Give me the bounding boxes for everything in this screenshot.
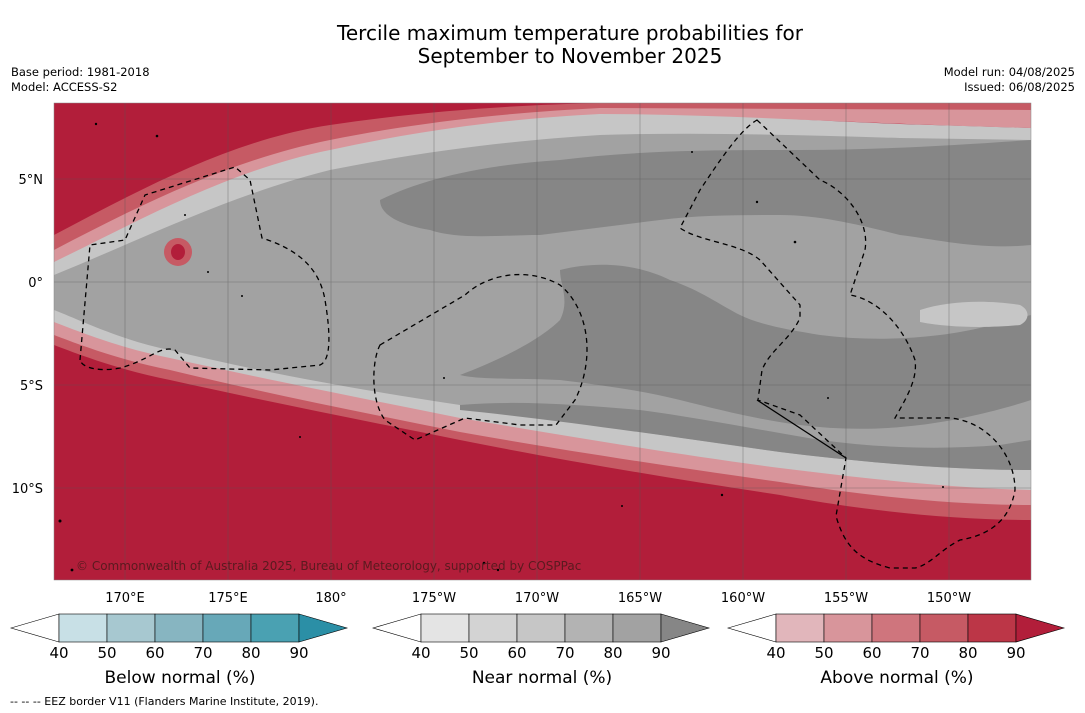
colorbar-tick-label: 50 [97, 644, 116, 662]
lat-label-5n: 5°N [19, 173, 44, 188]
colorbar-tick-label: 80 [241, 644, 260, 662]
colorbar-segment [468, 613, 518, 643]
colorbar-extend-low [9, 613, 60, 643]
eez-borders [79, 119, 1016, 569]
colorbar-tick-label: 80 [603, 644, 622, 662]
colorbar-extend-high [298, 613, 349, 643]
colorbar-tick-label: 60 [862, 644, 881, 662]
longitude-labels: 170°E 175°E 180° 175°W 170°W 165°W 160°W 155°W 1… [105, 591, 971, 606]
map-field: © Commonwealth of Australia 2025, Bureau… [54, 103, 1031, 580]
colorbar-tick-label: 60 [507, 644, 526, 662]
map-frame [53, 102, 1032, 581]
colorbar-extend-high [1015, 613, 1066, 643]
colorbar-segment [564, 613, 614, 643]
lon-label: 170°E [105, 591, 145, 606]
lon-label: 175°W [412, 591, 456, 606]
lon-label: 180° [315, 591, 346, 606]
colorbar-tick-label: 90 [651, 644, 670, 662]
colorbar-tick-label: 70 [193, 644, 212, 662]
colorbar-tick-label: 60 [145, 644, 164, 662]
colorbar-segment [775, 613, 825, 643]
islands [58, 122, 944, 572]
colorbar-segment [967, 613, 1017, 643]
colorbar-segment [250, 613, 300, 643]
colorbar-tick-label: 90 [1006, 644, 1025, 662]
title-line-2: September to November 2025 [417, 44, 723, 68]
colorbar-segment [202, 613, 252, 643]
chart-title: Tercile maximum temperature probabilitie… [0, 22, 1085, 68]
near-normal-dark-south [460, 402, 1031, 470]
lon-label: 150°W [927, 591, 971, 606]
base-period: Base period: 1981-2018 [11, 65, 150, 79]
footnote: -- -- -- EEZ border V11 (Flanders Marine… [10, 695, 319, 708]
colorbar-tick-label: 70 [555, 644, 574, 662]
colorbars: 40 50 60 70 80 90 40 50 60 70 80 90 40 50 60 70 80 90 [9, 613, 1066, 662]
lon-label: 160°W [721, 591, 765, 606]
colorbar-label-below: Below normal (%) [104, 668, 256, 688]
colorbar-tick-label: 80 [958, 644, 977, 662]
colorbar-tick-label: 50 [459, 644, 478, 662]
colorbar-segment [919, 613, 969, 643]
meta-left: Base period: 1981-2018 Model: ACCESS-S2 [11, 65, 150, 95]
colorbar-tick-label: 70 [910, 644, 929, 662]
colorbar-segment [420, 613, 470, 643]
colorbar-tick-label: 40 [49, 644, 68, 662]
colorbar-segment [516, 613, 566, 643]
colorbar-segment [58, 613, 108, 643]
lon-label: 155°W [824, 591, 868, 606]
issued-date: Issued: 06/08/2025 [964, 80, 1075, 94]
colorbar-segment [871, 613, 921, 643]
lat-label-10s: 10°S [12, 482, 43, 497]
colorbar-tick-label: 40 [411, 644, 430, 662]
lon-label: 165°W [618, 591, 662, 606]
colorbar-tick-label: 90 [289, 644, 308, 662]
colorbar-tick-label: 40 [766, 644, 785, 662]
eez-solid-segment [756, 399, 847, 459]
above-band-80 [54, 103, 1031, 250]
lat-label-0: 0° [28, 276, 43, 291]
lon-label: 170°W [515, 591, 559, 606]
colorbar-extend-high [660, 613, 711, 643]
colorbar-label-near: Near normal (%) [471, 668, 613, 688]
near-normal-dark-north [380, 140, 1031, 247]
colorbar-segment [612, 613, 662, 643]
model-name: Model: ACCESS-S2 [11, 80, 118, 94]
colorbar-segment [823, 613, 873, 643]
copyright-notice: © Commonwealth of Australia 2025, Bureau… [76, 559, 581, 573]
model-run: Model run: 04/08/2025 [943, 65, 1075, 79]
colorbar-extend-low [371, 613, 422, 643]
colorbar-segment [106, 613, 156, 643]
colorbar: 40 50 60 70 80 90 [371, 613, 711, 662]
near-normal-light-patch [920, 301, 1028, 327]
meta-right: Model run: 04/08/2025 Issued: 06/08/2025 [944, 65, 1075, 95]
colorbar-segment [154, 613, 204, 643]
title-line-1: Tercile maximum temperature probabilitie… [337, 21, 803, 45]
colorbar: 40 50 60 70 80 90 [9, 613, 349, 662]
colorbar-tick-label: 50 [814, 644, 833, 662]
colorbar: 40 50 60 70 80 90 [726, 613, 1066, 662]
colorbar-extend-low [726, 613, 777, 643]
colorbar-label-above: Above normal (%) [820, 668, 974, 688]
graticule [54, 103, 1031, 580]
lat-label-5s: 5°S [20, 379, 43, 394]
lon-label: 175°E [208, 591, 248, 606]
near-normal-dark-center [460, 264, 1031, 429]
above-blob-core [171, 244, 185, 260]
above-band-south-60 [54, 300, 1031, 505]
